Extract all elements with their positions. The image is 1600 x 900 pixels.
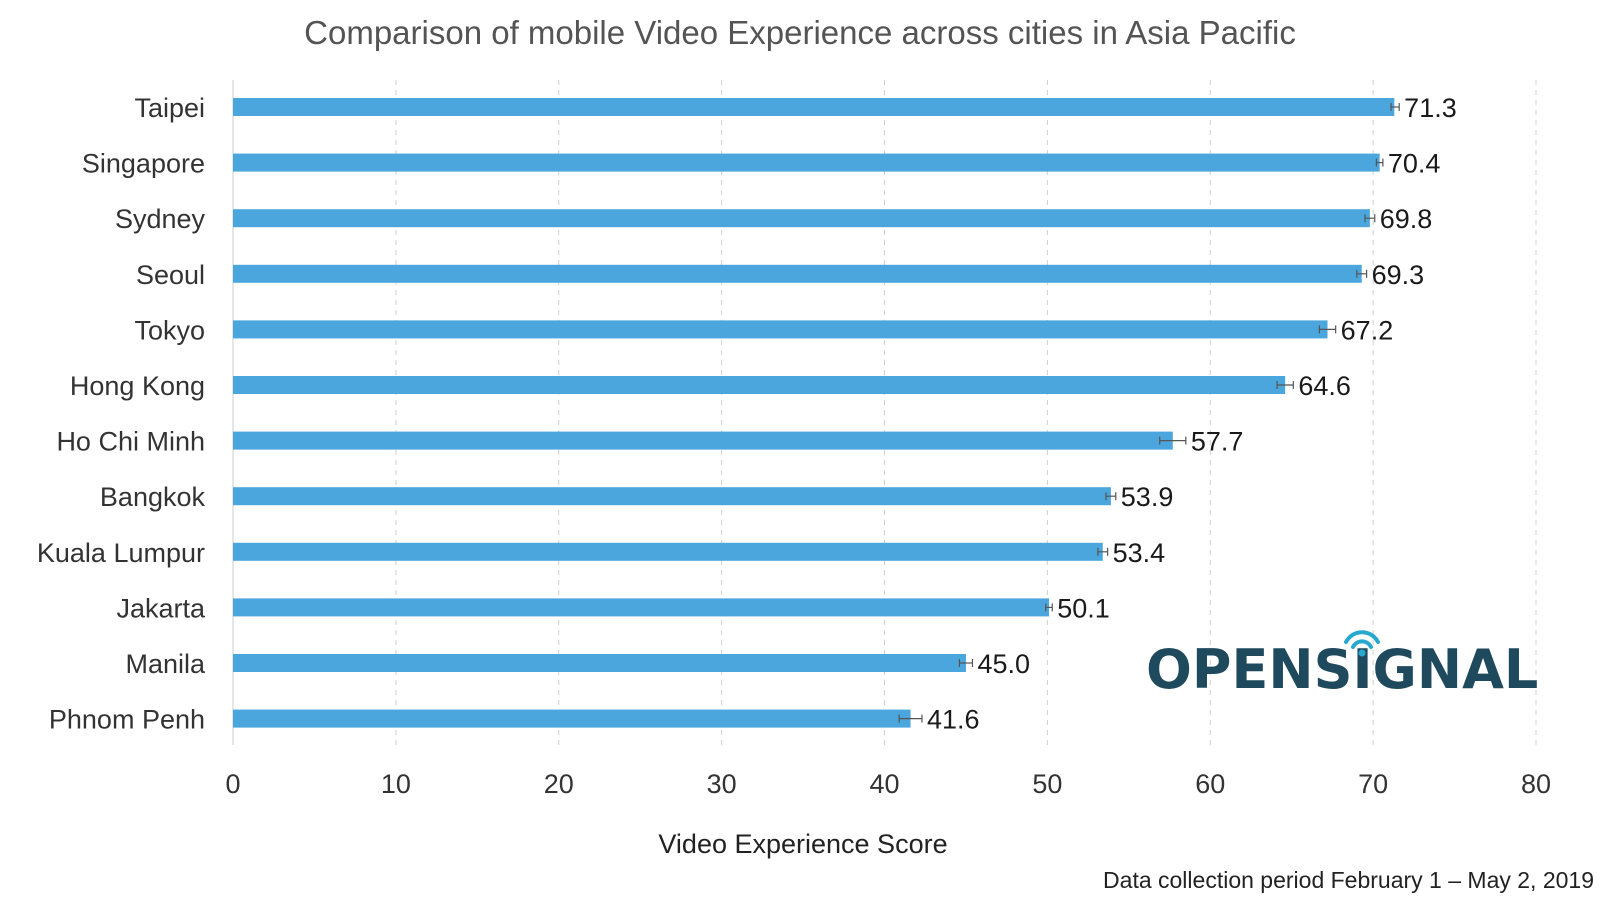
- category-label: Taipei: [134, 93, 205, 123]
- value-label: 50.1: [1057, 593, 1110, 623]
- error-bar: [1045, 603, 1053, 612]
- value-label: 69.8: [1380, 204, 1433, 234]
- value-label: 41.6: [927, 705, 980, 735]
- bar-manila: [233, 654, 966, 672]
- footnote: Data collection period February 1 – May …: [1103, 867, 1594, 893]
- error-bar: [1097, 547, 1109, 556]
- value-label: 53.9: [1121, 482, 1174, 512]
- error-bar-layer: [898, 103, 1400, 723]
- category-label-layer: Taipei Singapore Sydney Seoul Tokyo Hong Kong…: [37, 93, 206, 735]
- opensignal-logo: OPENSIGNAL: [1146, 628, 1538, 706]
- bar-bangkok: [233, 487, 1111, 506]
- category-label: Phnom Penh: [49, 705, 205, 735]
- grid-layer: [232, 80, 1537, 745]
- error-bar: [958, 659, 974, 667]
- error-bar: [1356, 269, 1368, 278]
- value-label: 64.6: [1298, 371, 1351, 401]
- category-label: Jakarta: [116, 593, 206, 623]
- category-label: Ho Chi Minh: [56, 427, 205, 457]
- x-tick-label: 40: [869, 769, 899, 799]
- error-bar: [1159, 436, 1187, 445]
- category-label: Hong Kong: [70, 371, 205, 401]
- value-label: 45.0: [977, 649, 1030, 679]
- error-bar: [1318, 325, 1337, 334]
- x-tick-layer: 0 10 20 30 40 50 60 70 80: [225, 769, 1551, 799]
- x-tick-label: 50: [1032, 769, 1062, 799]
- category-label: Sydney: [115, 204, 206, 234]
- bar-tokyo: [233, 320, 1328, 339]
- value-label-layer: 71.3 70.4 69.8 69.3 67.2 64.6 57.7 53.9 53.450.1…: [927, 93, 1457, 735]
- signal-icon: [1344, 630, 1380, 657]
- category-label: Singapore: [82, 149, 205, 179]
- x-tick-label: 60: [1195, 769, 1225, 799]
- bar-seoul: [233, 264, 1362, 283]
- category-label: Bangkok: [100, 482, 206, 512]
- bar-ho-chi-minh: [233, 431, 1173, 450]
- chart-title: Comparison of mobile Video Experience ac…: [304, 14, 1296, 51]
- bar-singapore: [233, 153, 1380, 172]
- category-label: Kuala Lumpur: [37, 538, 205, 568]
- logo-wordmark: OPENSIGNAL: [1146, 638, 1539, 701]
- value-label: 67.2: [1341, 315, 1394, 345]
- bar-taipei: [233, 98, 1395, 116]
- x-tick-label: 70: [1358, 769, 1388, 799]
- x-tick-label: 80: [1521, 769, 1551, 799]
- error-bar: [1390, 103, 1400, 111]
- error-bar: [1364, 214, 1376, 223]
- bar-layer: [233, 98, 1395, 728]
- error-bar: [1375, 158, 1384, 167]
- category-label: Manila: [125, 649, 206, 679]
- value-label: 53.4: [1113, 538, 1166, 568]
- error-bar: [1105, 492, 1117, 501]
- category-label: Tokyo: [134, 315, 205, 345]
- error-bar: [1276, 381, 1294, 389]
- x-tick-label: 30: [707, 769, 737, 799]
- x-tick-label: 0: [225, 769, 240, 799]
- error-bar: [898, 714, 923, 723]
- value-label: 69.3: [1372, 260, 1425, 290]
- bar-hong-kong: [233, 376, 1286, 394]
- value-label: 71.3: [1404, 93, 1457, 123]
- x-axis-label-text: Video Experience Score: [658, 829, 948, 859]
- category-label: Seoul: [136, 260, 205, 290]
- bar-kuala-lumpur: [233, 542, 1103, 561]
- bar-jakarta: [233, 598, 1050, 617]
- bar-phnom-penh: [233, 709, 911, 728]
- value-label: 57.7: [1191, 427, 1244, 457]
- value-label: 70.4: [1388, 149, 1441, 179]
- x-tick-label: 20: [544, 769, 574, 799]
- x-axis-label: Video Experience Score: [0, 829, 1600, 860]
- bar-sydney: [233, 209, 1370, 228]
- x-tick-label: 10: [381, 769, 411, 799]
